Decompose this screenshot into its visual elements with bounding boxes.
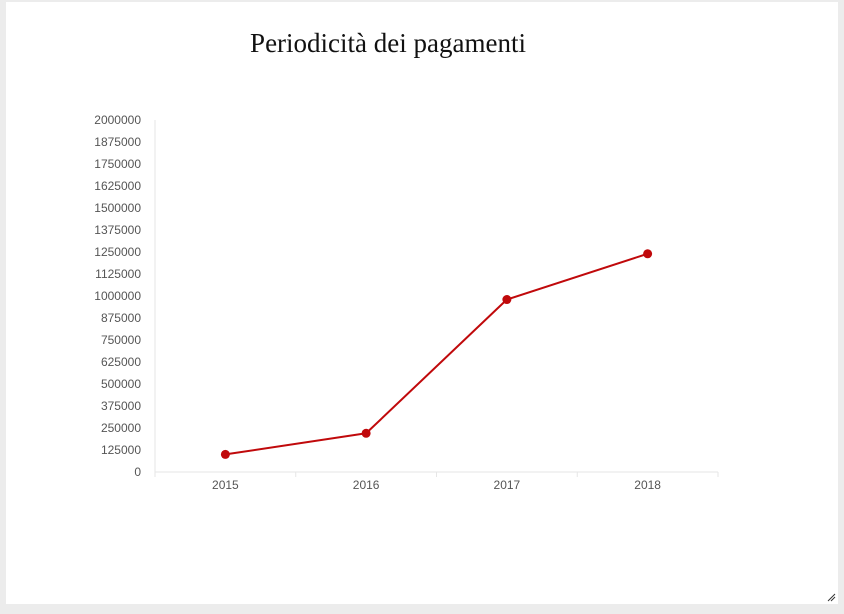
chart-title: Periodicità dei pagamenti [250,28,526,58]
y-tick-label: 1875000 [94,135,141,149]
series-line [225,252,648,456]
y-tick-label: 625000 [101,355,141,369]
y-tick-label: 250000 [101,421,141,435]
y-tick-label: 2000000 [94,113,141,127]
data-point [502,295,512,305]
y-axis: 0 125000 250000 375000 500000 625000 750000 875… [94,113,156,479]
data-point [643,249,653,259]
y-tick-label: 875000 [101,311,141,325]
x-tick-label: 2017 [494,478,521,492]
chart-panel [6,2,838,604]
y-tick-label: 1125000 [95,267,141,281]
y-tick-label: 1750000 [94,157,141,171]
data-point [361,428,371,438]
resize-handle-icon[interactable] [826,592,836,602]
y-tick-label: 125000 [101,443,141,457]
series-layer [220,249,653,459]
y-tick-label: 750000 [101,333,141,347]
y-tick-label: 1625000 [94,179,141,193]
data-point [220,449,230,459]
y-tick-label: 375000 [101,399,141,413]
y-tick-label: 500000 [101,377,141,391]
x-tick-label: 2016 [353,478,380,492]
y-tick-label: 0 [134,465,141,479]
x-tick-label: 2018 [634,478,661,492]
x-axis: 2015 2016 2017 2018 [154,471,719,492]
y-tick-label: 1250000 [94,245,141,259]
x-tick-label: 2015 [212,478,239,492]
y-tick-label: 1375000 [94,223,141,237]
y-tick-label: 1000000 [94,289,141,303]
y-tick-label: 1500000 [94,201,141,215]
